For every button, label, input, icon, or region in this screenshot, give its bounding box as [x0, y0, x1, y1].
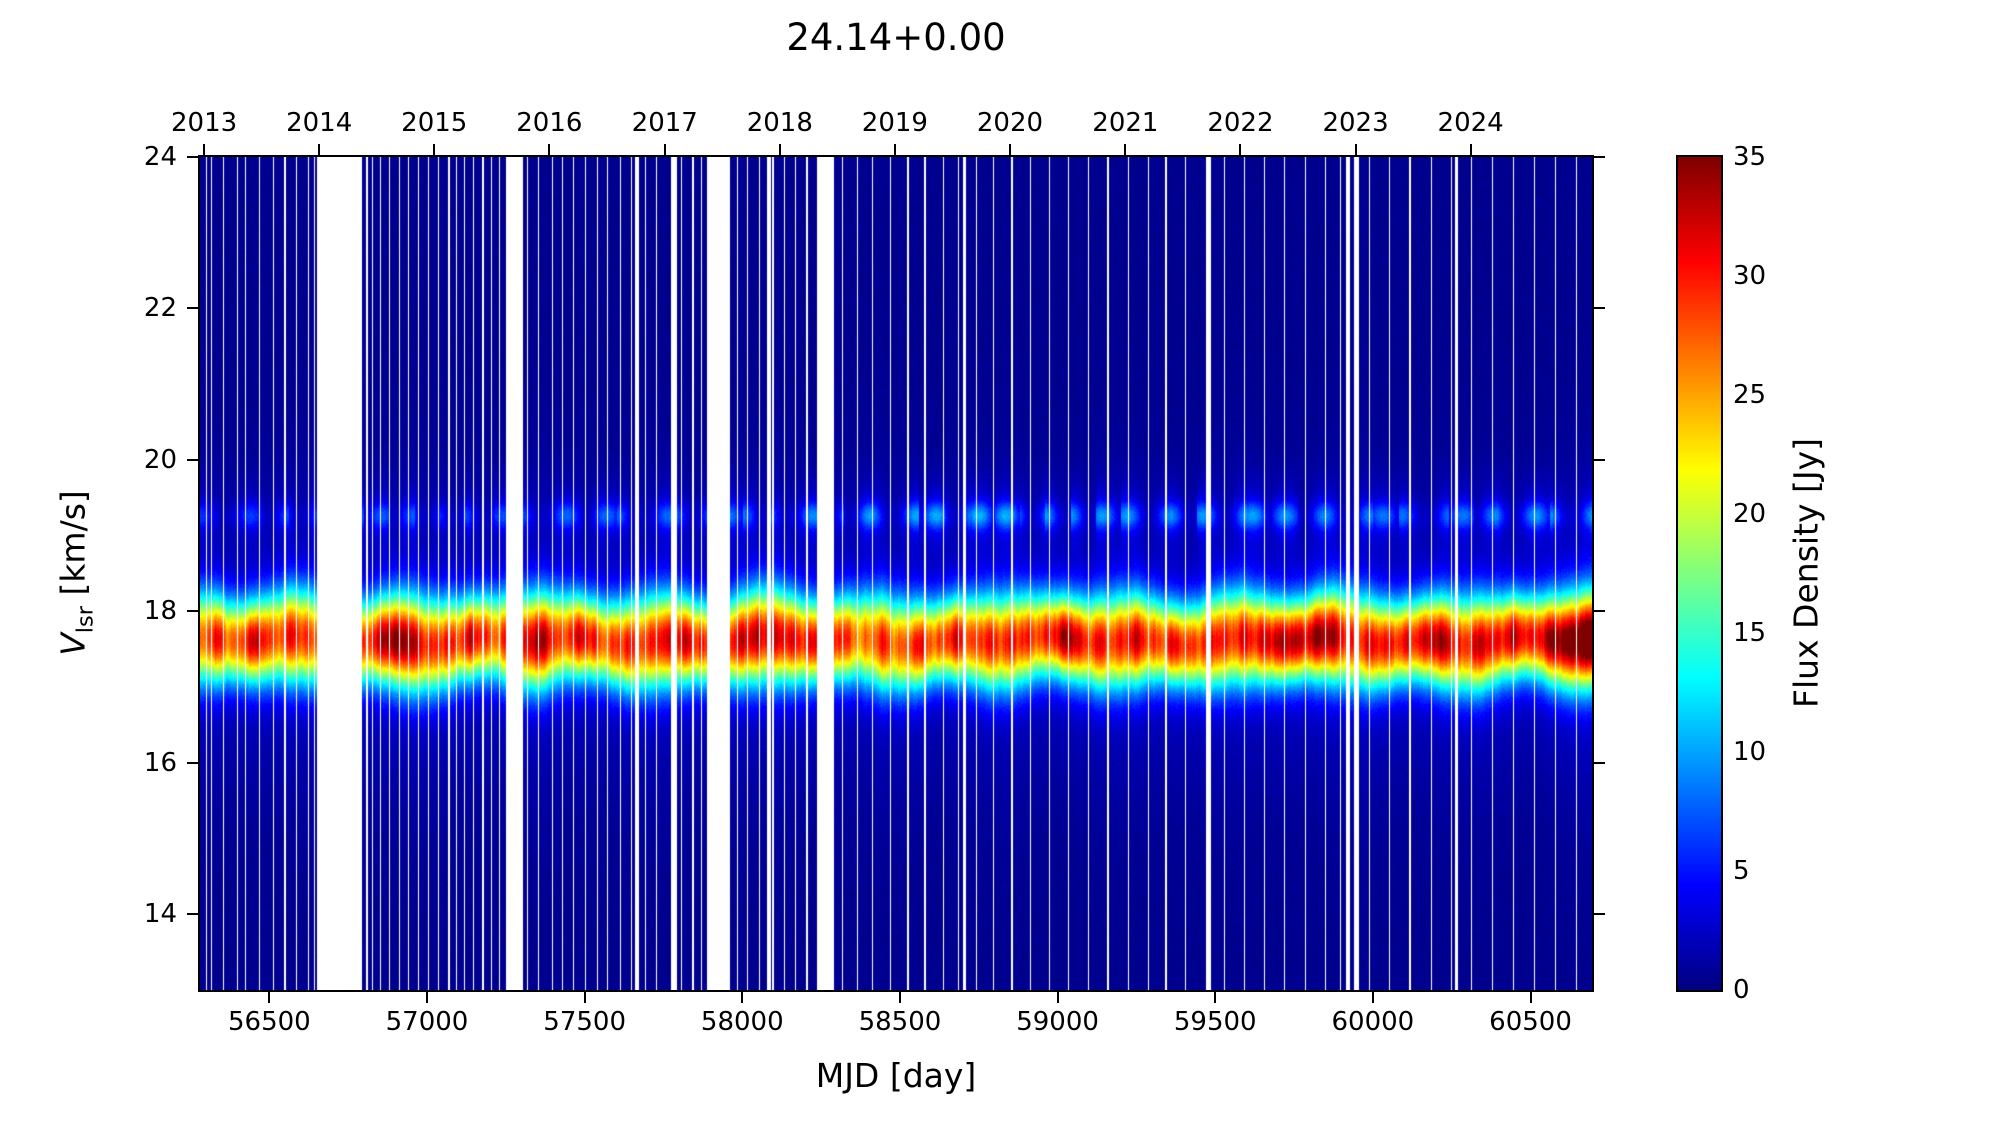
- y-tick: [187, 307, 200, 310]
- year-tick: [318, 144, 321, 157]
- year-tick-label: 2014: [286, 108, 353, 138]
- y-axis-label: Vlsr [km/s]: [54, 490, 99, 656]
- plot-area: [200, 157, 1592, 990]
- colorbar-top-spine: [1676, 155, 1723, 157]
- colorbar-tick-label: 15: [1733, 618, 1767, 648]
- y-tick-label: 14: [143, 899, 177, 930]
- year-tick-label: 2015: [401, 108, 468, 138]
- year-tick: [1469, 144, 1472, 157]
- colorbar-tick-label: 5: [1733, 856, 1750, 886]
- x-tick: [898, 990, 901, 1003]
- x-axis-label: MJD [day]: [815, 1056, 977, 1095]
- y-tick-right: [1592, 610, 1605, 613]
- year-tick: [1124, 144, 1127, 157]
- x-tick-label: 57500: [543, 1007, 626, 1037]
- year-tick: [778, 144, 781, 157]
- y-tick-right: [1592, 458, 1605, 461]
- colorbar-tick-label: 30: [1733, 261, 1767, 291]
- y-tick-label: 20: [143, 444, 177, 475]
- x-tick-label: 60500: [1489, 1007, 1572, 1037]
- x-tick: [1056, 990, 1059, 1003]
- x-tick: [426, 990, 428, 1003]
- y-axis-label-subscript: lsr: [72, 606, 99, 634]
- left-spine: [198, 155, 200, 992]
- y-tick: [187, 610, 200, 613]
- plot-title: 24.14+0.00: [786, 16, 1006, 59]
- year-tick-label: 2023: [1322, 108, 1389, 138]
- y-tick-right: [1592, 307, 1605, 310]
- year-tick: [663, 144, 666, 157]
- x-tick: [268, 990, 271, 1003]
- year-tick: [1008, 144, 1011, 157]
- top-spine: [198, 155, 1594, 157]
- right-spine: [1592, 155, 1594, 992]
- y-tick-right: [1592, 761, 1605, 764]
- x-tick-label: 59000: [1016, 1007, 1099, 1037]
- colorbar-tick-label: 35: [1733, 142, 1767, 172]
- y-axis-label-variable: V: [53, 633, 93, 656]
- x-tick-label: 60000: [1331, 1007, 1415, 1037]
- year-tick-label: 2016: [516, 108, 583, 138]
- x-tick: [1214, 990, 1217, 1003]
- colorbar-bottom-spine: [1676, 990, 1723, 992]
- year-tick: [548, 144, 551, 157]
- year-tick-label: 2017: [631, 108, 698, 138]
- x-tick: [1371, 990, 1374, 1003]
- year-tick-label: 2021: [1092, 108, 1159, 138]
- x-tick: [741, 990, 744, 1003]
- y-tick: [187, 761, 200, 764]
- year-tick-label: 2024: [1437, 108, 1504, 138]
- y-axis-label-unit: [km/s]: [53, 490, 93, 607]
- colorbar-tick-label: 20: [1733, 499, 1767, 529]
- y-tick: [187, 458, 200, 461]
- colorbar-tick-label: 25: [1733, 380, 1767, 410]
- x-tick-label: 56500: [228, 1007, 311, 1037]
- year-tick: [1239, 144, 1242, 157]
- y-tick-right: [1592, 156, 1605, 158]
- y-tick-label: 18: [143, 596, 177, 627]
- x-tick: [583, 990, 586, 1003]
- colorbar-label: Flux Density [Jy]: [1786, 437, 1826, 709]
- y-tick: [187, 913, 200, 916]
- y-tick-label: 16: [143, 747, 177, 778]
- x-tick-label: 59500: [1173, 1007, 1257, 1037]
- bottom-spine: [198, 990, 1594, 992]
- heatmap-canvas: [200, 157, 1592, 990]
- colorbar-left-spine: [1676, 155, 1678, 992]
- year-tick-label: 2013: [171, 108, 238, 138]
- y-tick-label: 24: [143, 142, 177, 172]
- y-tick-label: 22: [143, 293, 177, 324]
- colorbar-right-spine: [1721, 155, 1723, 992]
- year-tick: [893, 144, 896, 157]
- colorbar-tick-label: 0: [1733, 975, 1750, 1005]
- x-tick-label: 57000: [385, 1007, 469, 1037]
- colorbar-canvas: [1678, 157, 1721, 990]
- year-tick: [433, 144, 436, 157]
- x-tick-label: 58000: [700, 1007, 784, 1037]
- colorbar-tick-label: 10: [1733, 737, 1767, 767]
- year-tick: [203, 144, 206, 157]
- year-tick-label: 2018: [746, 108, 813, 138]
- year-tick-label: 2022: [1207, 108, 1274, 138]
- y-tick-right: [1592, 913, 1605, 916]
- year-tick-label: 2020: [976, 108, 1044, 138]
- x-tick-label: 58500: [858, 1007, 942, 1037]
- year-tick: [1354, 144, 1357, 157]
- x-tick: [1529, 990, 1532, 1003]
- year-tick-label: 2019: [861, 108, 928, 138]
- y-tick: [187, 156, 200, 158]
- colorbar: [1678, 157, 1721, 990]
